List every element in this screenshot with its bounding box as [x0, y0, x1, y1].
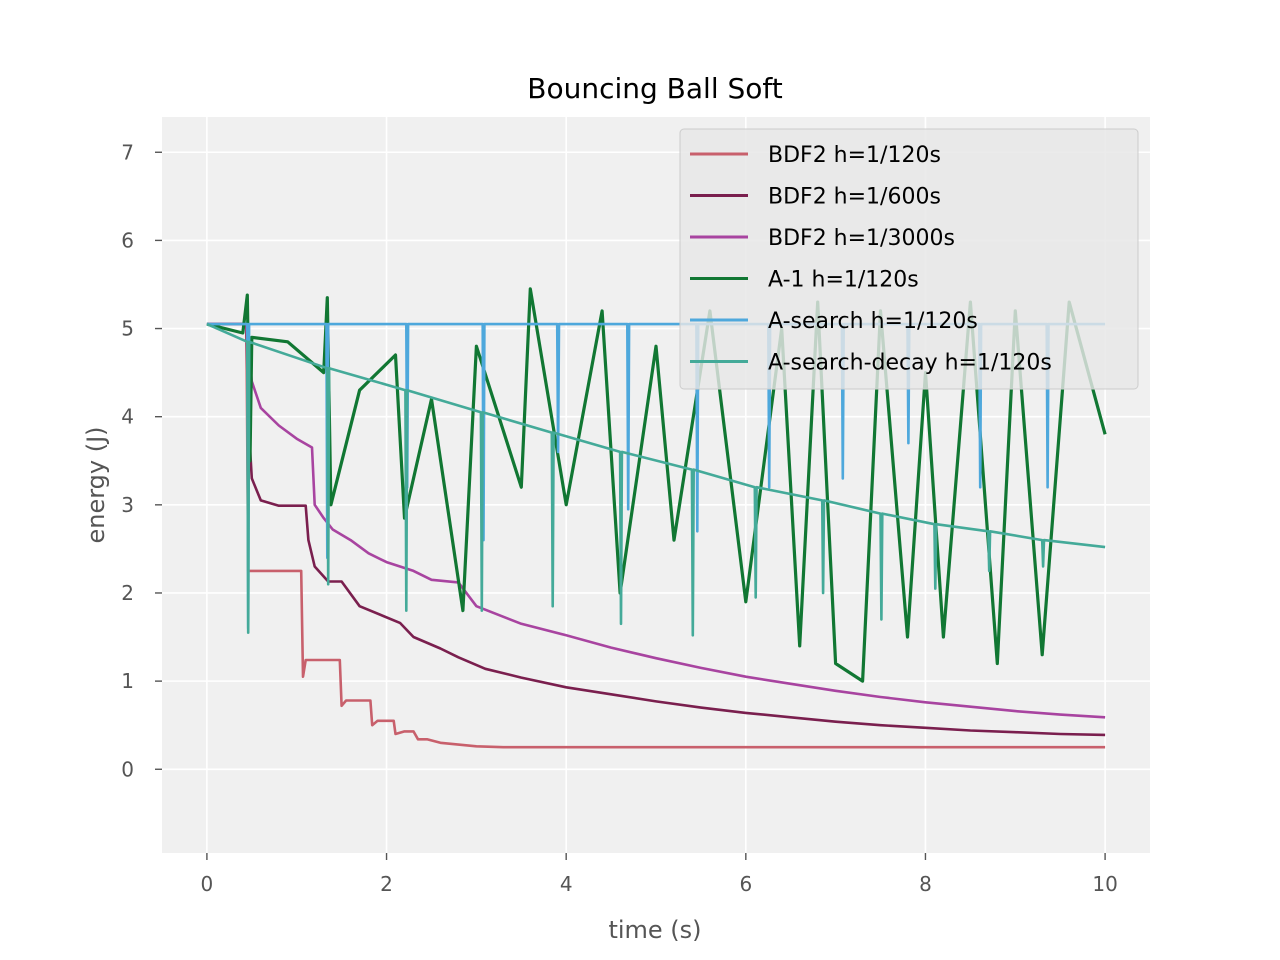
x-tick-label: 8: [919, 872, 932, 896]
chart-title: Bouncing Ball Soft: [527, 72, 783, 105]
x-tick-label: 10: [1092, 872, 1117, 896]
y-tick-label: 4: [121, 405, 134, 429]
legend-label: BDF2 h=1/600s: [768, 185, 941, 210]
y-tick-label: 7: [121, 140, 134, 164]
series-line-1: [206, 322, 1106, 737]
legend-label: A-search-decay h=1/120s: [768, 351, 1052, 376]
y-tick-label: 1: [121, 669, 134, 693]
legend-label: BDF2 h=1/120s: [768, 143, 941, 168]
x-tick-label: 0: [201, 872, 214, 896]
series-line-0: [206, 322, 1106, 749]
legend-label: A-1 h=1/120s: [768, 268, 919, 293]
x-tick-label: 6: [739, 872, 752, 896]
series-line-5: [206, 322, 1106, 637]
series-line-2: [206, 322, 1106, 719]
y-axis-label: energy (J): [82, 426, 110, 543]
y-tick-label: 5: [121, 317, 134, 341]
legend-label: BDF2 h=1/3000s: [768, 226, 955, 251]
legend: BDF2 h=1/120s BDF2 h=1/600s BDF2 h=1/3000s…: [679, 128, 1139, 390]
ticks: 0 2 4 6 8 10 0 1 2 3 4 5 6 7: [121, 140, 1118, 896]
y-tick-label: 2: [121, 581, 134, 605]
x-tick-label: 2: [380, 872, 393, 896]
y-tick-label: 6: [121, 228, 134, 252]
x-axis-label: time (s): [608, 916, 701, 944]
legend-label: A-search h=1/120s: [768, 309, 978, 334]
y-tick-label: 3: [121, 493, 134, 517]
x-tick-label: 4: [560, 872, 573, 896]
legend-box: [679, 128, 1139, 390]
y-tick-label: 0: [121, 757, 134, 781]
